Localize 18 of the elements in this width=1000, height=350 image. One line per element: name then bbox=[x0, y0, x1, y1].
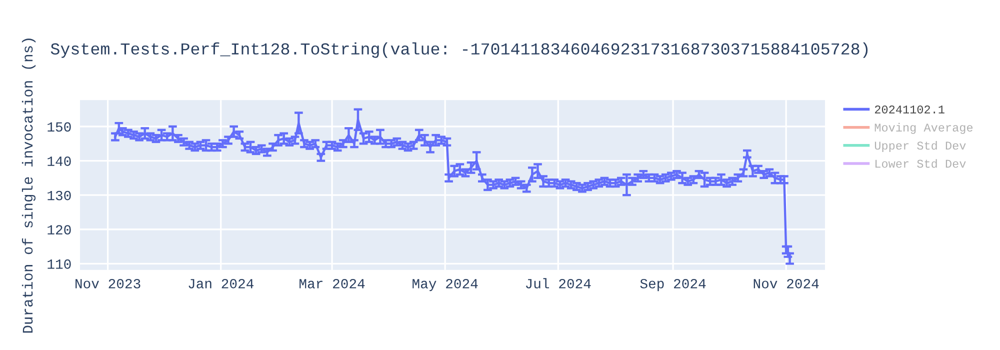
y-tick-label: 150 bbox=[48, 122, 71, 132]
legend-label: Lower Std Dev bbox=[876, 159, 966, 168]
legend-label: Upper Std Dev bbox=[874, 141, 966, 152]
y-tick-label: 140 bbox=[48, 156, 71, 166]
x-tick-label: Sep 2024 bbox=[640, 278, 706, 292]
x-tick-label: Nov 2024 bbox=[754, 278, 819, 288]
y-tick-label: 120 bbox=[48, 225, 71, 235]
x-tick-label: Jul 2024 bbox=[526, 278, 591, 288]
legend-label: 20241102.1 bbox=[874, 105, 944, 114]
x-tick-label: Mar 2024 bbox=[300, 278, 365, 288]
x-tick-label: Nov 2023 bbox=[76, 278, 140, 288]
chart-title: System.Tests.Perf_Int128.ToString(value: -170141183460469231731687303715884105728) bbox=[50, 42, 868, 58]
y-tick-label: 110 bbox=[48, 259, 71, 269]
x-tick-label: May 2024 bbox=[412, 278, 478, 292]
x-tick-label: Jan 2024 bbox=[188, 278, 254, 288]
y-tick-label: 130 bbox=[48, 190, 71, 200]
legend-label: Moving Average bbox=[874, 122, 973, 134]
y-axis-title: Duration of single invocation (ns) bbox=[22, 38, 36, 333]
